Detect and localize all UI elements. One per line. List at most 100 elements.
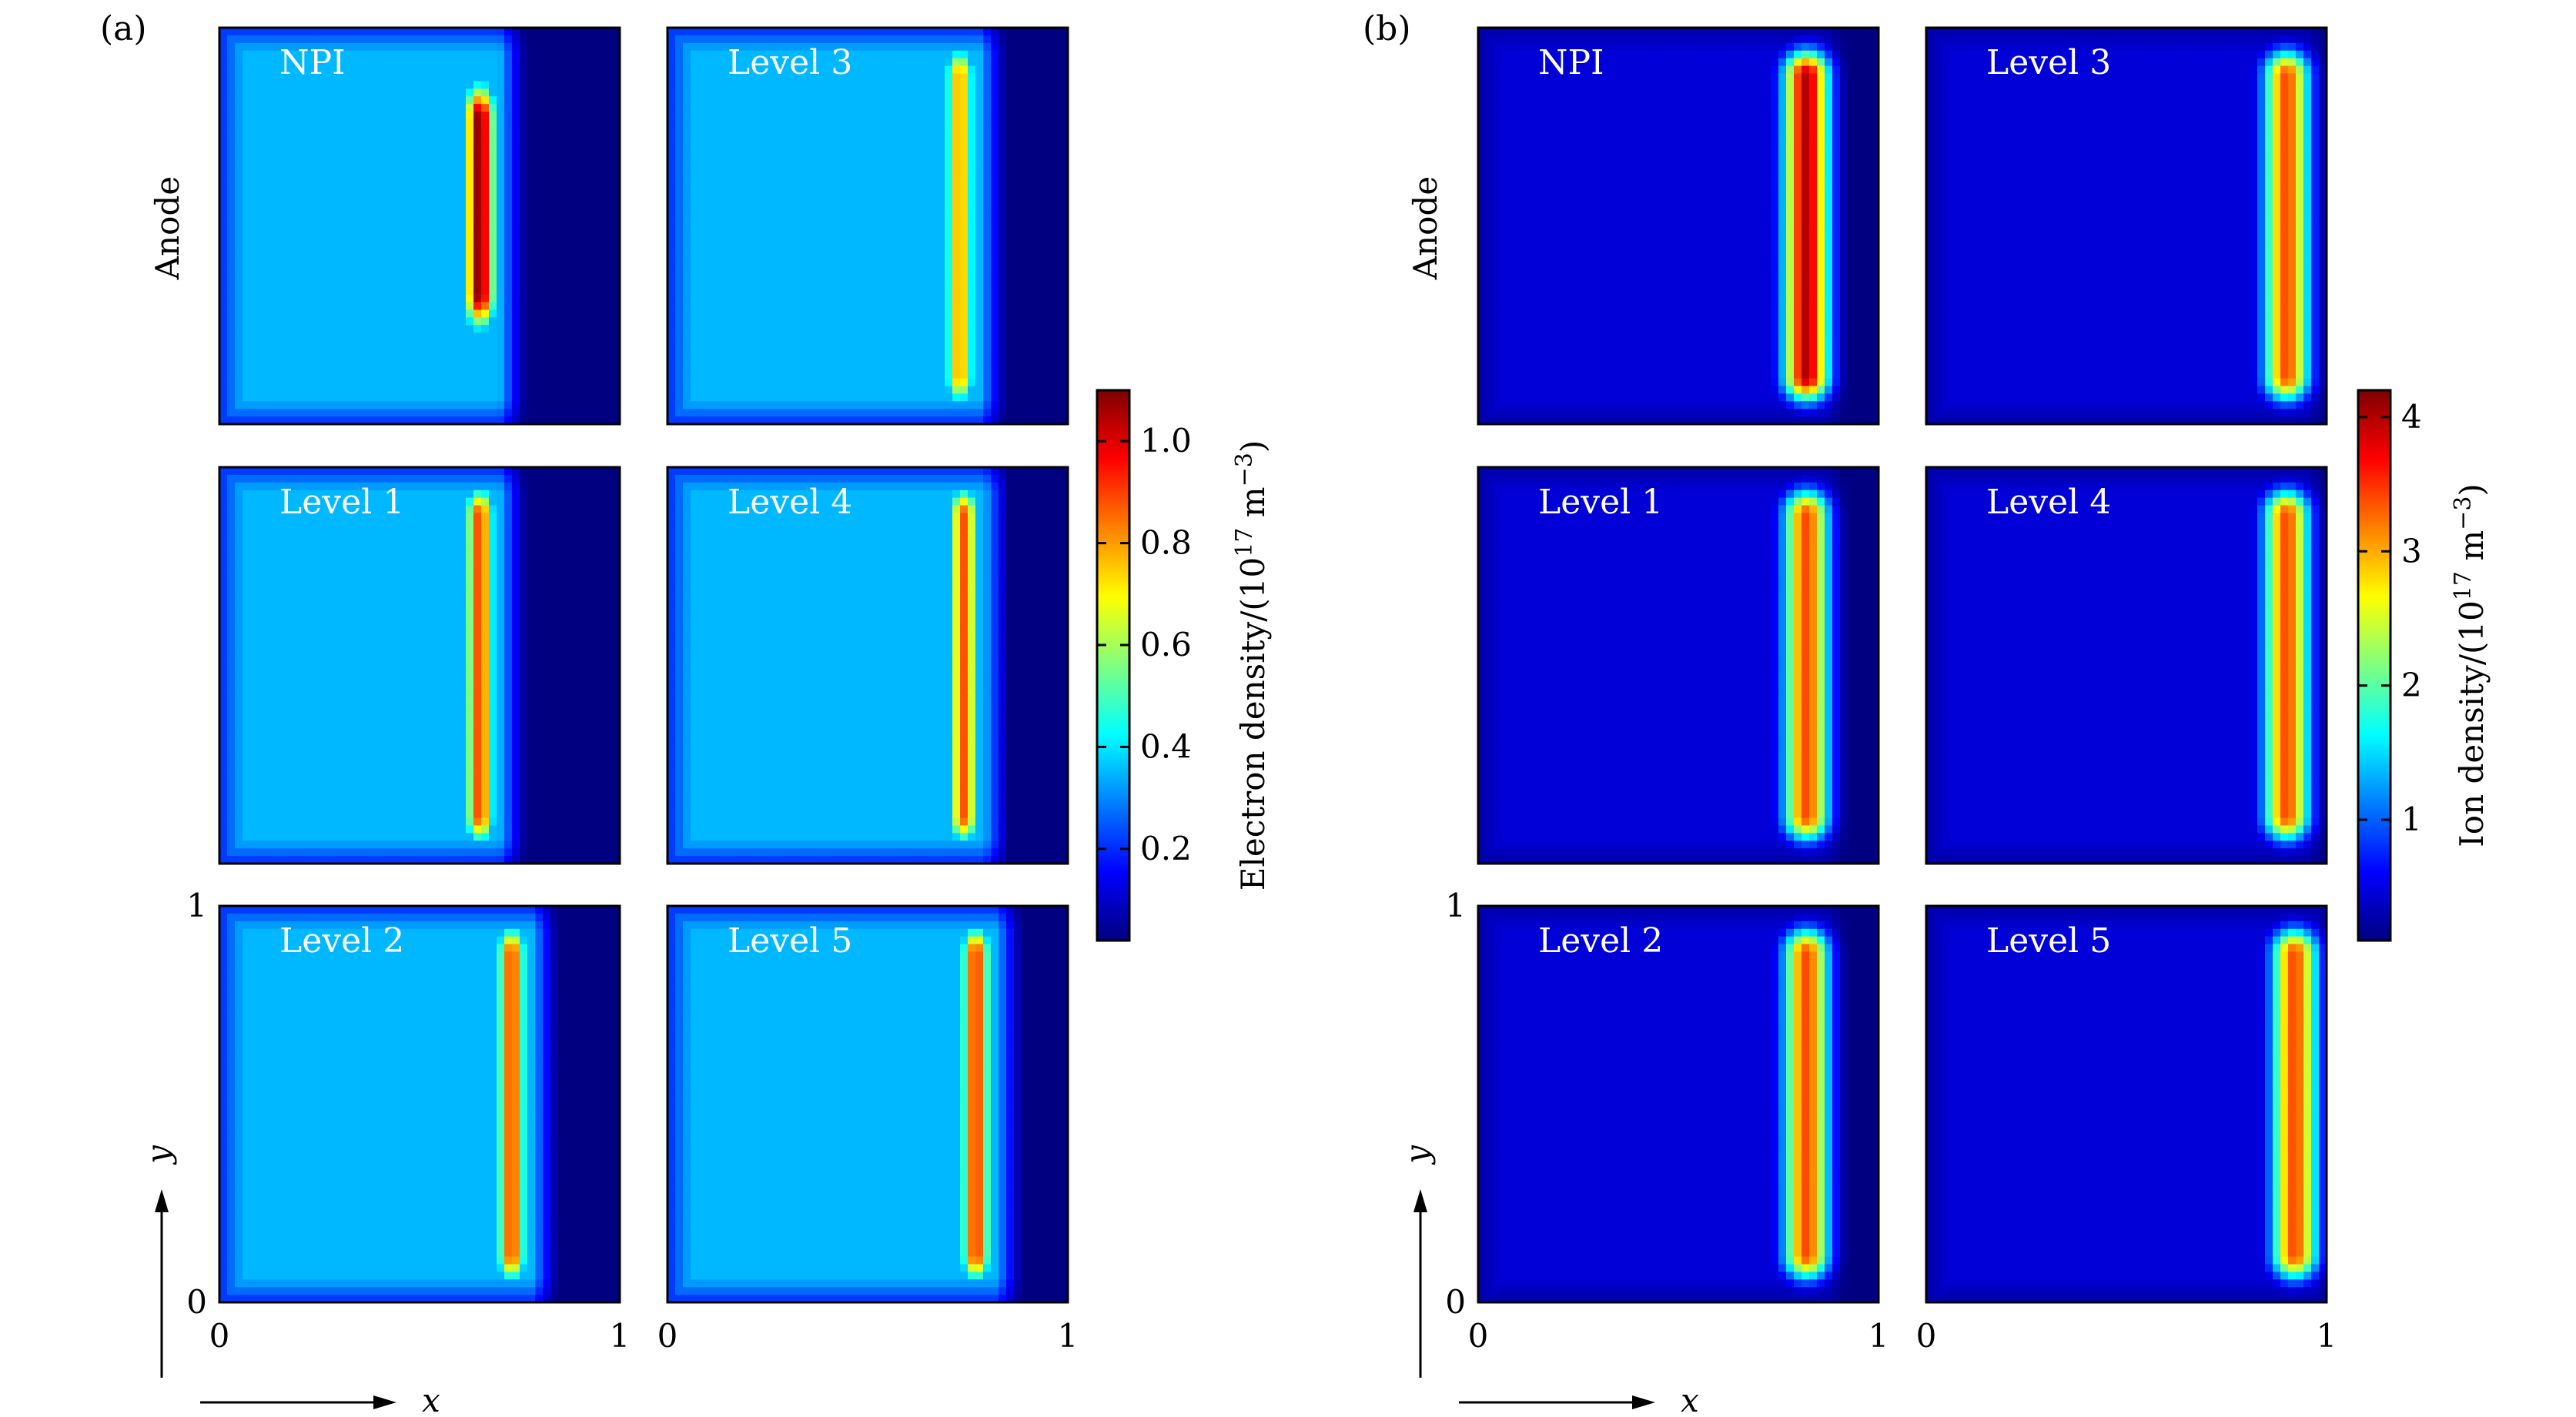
heatmap-cell [1014,226,1022,235]
heatmap-cell [744,241,753,250]
heatmap-cell [968,42,976,52]
heatmap-cell [350,134,359,143]
heatmap-cell [791,157,799,166]
heatmap-cell [296,264,305,272]
heatmap-cell [589,65,597,75]
heatmap-cell [574,89,582,97]
heatmap-cell [435,302,443,311]
heatmap-cell [535,355,544,364]
heatmap-cell [714,302,722,311]
heatmap-cell [258,416,266,424]
heatmap-cell [558,50,567,59]
heatmap-cell [466,157,474,166]
heatmap-cell [258,142,266,151]
heatmap-cell [604,58,613,67]
heatmap-cell [319,363,328,372]
heatmap-cell [458,226,467,235]
heatmap-cell [373,249,382,257]
heatmap-cell [829,347,838,356]
heatmap-cell [473,149,482,159]
heatmap-cell [420,264,428,272]
heatmap-cell [319,347,328,356]
heatmap-cell [775,249,784,257]
heatmap-cell [952,165,961,173]
heatmap-cell [683,58,691,67]
heatmap-cell [473,165,482,173]
heatmap-cell [281,347,289,356]
heatmap-cell [581,416,590,424]
heatmap-cell [273,347,282,356]
heatmap-cell [520,233,528,242]
heatmap-cell [612,35,620,44]
heatmap-cell [543,157,551,166]
heatmap-cell [527,65,536,75]
heatmap-cell [612,241,620,250]
heatmap-cell [914,149,922,159]
heatmap-cell [435,370,443,379]
heatmap-cell [281,249,289,257]
heatmap-cell [952,355,961,364]
heatmap-cell [829,65,838,75]
heatmap-cell [1014,149,1022,159]
heatmap-cell [574,249,582,257]
heatmap-cell [589,119,597,128]
heatmap-cell [327,134,336,143]
heatmap-cell [412,317,420,326]
heatmap-cell [1037,218,1045,227]
heatmap-cell [366,226,374,235]
heatmap-cell [1029,256,1038,265]
heatmap-cell [558,309,567,319]
heatmap-cell [473,195,482,204]
heatmap-cell [512,347,520,356]
heatmap-cell [737,355,745,364]
heatmap-cell [744,81,753,90]
heatmap-cell [581,157,590,166]
heatmap-cell [520,370,528,379]
heatmap-cell [806,142,815,151]
heatmap-cell [675,241,684,250]
heatmap-cell [768,73,776,82]
heatmap-cell [1014,142,1022,151]
heatmap-cell [473,309,482,319]
heatmap-cell [914,202,922,212]
heatmap-cell [783,89,791,97]
heatmap-cell [1006,187,1015,196]
heatmap-cell [427,264,436,272]
heatmap-cell [258,370,266,379]
heatmap-cell [227,157,236,166]
heatmap-cell [1029,42,1038,52]
heatmap-cell [427,286,436,296]
heatmap-cell [350,126,359,135]
heatmap-cell [1045,96,1053,105]
heatmap-cell [760,294,768,303]
heatmap-cell [520,416,528,424]
heatmap-cell [1060,195,1068,204]
heatmap-cell [312,409,320,417]
heatmap-cell [945,202,953,212]
heatmap-cell [219,294,228,303]
heatmap-cell [721,264,730,272]
heatmap-cell [304,187,313,196]
heatmap-cell [1014,271,1022,280]
heatmap-cell [435,111,443,120]
heatmap-cell [868,271,876,280]
heatmap-cell [1029,210,1038,219]
heatmap-cell [791,172,799,181]
heatmap-cell [1006,249,1015,257]
heatmap-cell [744,333,753,341]
heatmap-cell [566,180,574,189]
heatmap-cell [768,187,776,196]
heatmap-cell [566,142,574,151]
heatmap-cell [706,279,714,288]
heatmap-cell [319,286,328,296]
heatmap-cell [250,286,259,296]
heatmap-cell [574,286,582,296]
heatmap-cell [837,134,845,143]
heatmap-cell [814,172,822,181]
heatmap-cell [975,165,984,173]
panel-label: (a) [100,9,147,48]
heatmap-cell [945,279,953,288]
heatmap-cell [906,73,915,82]
heatmap-cell [775,42,784,52]
heatmap-cell [235,325,243,333]
